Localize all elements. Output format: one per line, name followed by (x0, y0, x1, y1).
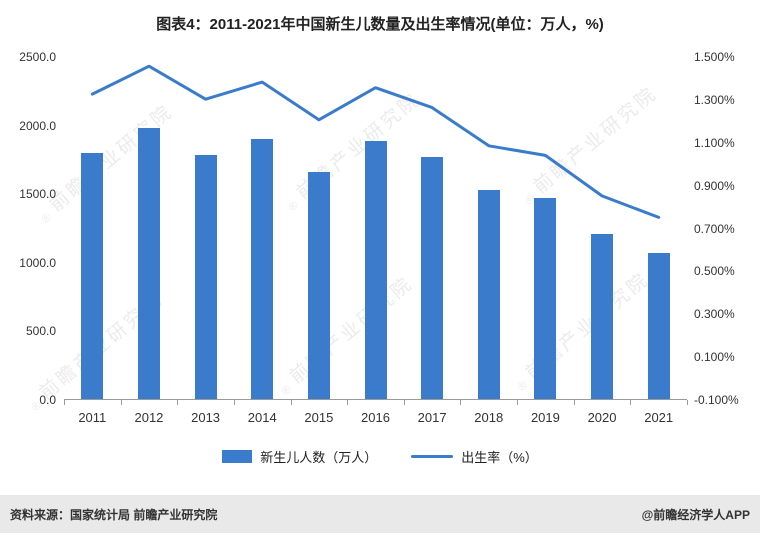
x-axis-label-2017: 2017 (417, 410, 447, 425)
x-axis-label-2018: 2018 (474, 410, 504, 425)
bar-2011 (81, 153, 104, 399)
bar-2017 (421, 156, 444, 399)
bar-2013 (194, 155, 217, 399)
x-axis-label-2013: 2013 (191, 410, 221, 425)
left-axis-tick-label: 1500.0 (19, 187, 56, 202)
left-axis-tick-label: 1000.0 (19, 255, 56, 270)
bar-2018 (477, 190, 500, 399)
x-axis-tick (290, 400, 292, 405)
left-axis-tick-label: 2000.0 (19, 118, 56, 133)
bar-2021 (647, 253, 670, 399)
x-axis-label-2019: 2019 (530, 410, 560, 425)
x-axis-tick (517, 400, 519, 405)
bar-2016 (364, 140, 387, 399)
right-axis-tick-label: 0.500% (694, 264, 735, 279)
x-axis-tick (630, 400, 632, 405)
legend-item-newborns: 新生儿人数（万人） (222, 447, 377, 466)
x-axis-tick (460, 400, 462, 405)
birth-rate-line (90, 64, 661, 219)
right-axis-tick-label: 0.100% (694, 350, 735, 365)
bar-2012 (137, 128, 160, 399)
legend: 新生儿人数（万人） 出生率（%） (0, 447, 760, 466)
right-axis-tick-label: 1.100% (694, 135, 735, 150)
line-legend-swatch-icon (411, 455, 454, 458)
x-axis-tick (347, 400, 349, 405)
x-axis-tick (120, 400, 122, 405)
x-axis-tick (687, 400, 688, 405)
plot-area (64, 57, 687, 400)
x-axis-label-2014: 2014 (247, 410, 277, 425)
bar-2015 (307, 171, 330, 399)
x-axis-tick (403, 400, 405, 405)
bar-legend-swatch-icon (222, 450, 253, 463)
left-axis-tick-label: 500.0 (25, 324, 56, 339)
x-axis-label-2016: 2016 (361, 410, 390, 425)
bar-2014 (251, 138, 274, 399)
legend-label-newborns: 新生儿人数（万人） (260, 450, 378, 465)
x-axis-tick (64, 400, 65, 405)
right-axis-tick-label: 0.900% (694, 178, 735, 193)
right-axis-tick-label: 1.500% (694, 50, 735, 64)
right-axis-tick-label: 0.700% (694, 221, 735, 236)
bar-2020 (591, 234, 614, 399)
registered-icon: ® (38, 207, 57, 227)
legend-item-birth-rate: 出生率（%） (411, 447, 538, 466)
x-axis-line (64, 399, 687, 400)
x-axis-label-2021: 2021 (644, 410, 674, 425)
chart-title: 图表4：2011-2021年中国新生儿数量及出生率情况(单位：万人，%) (156, 16, 604, 33)
source-text: 资料来源：国家统计局 前瞻产业研究院 (10, 507, 218, 522)
right-axis-tick-label: 0.300% (694, 307, 735, 322)
right-axis-tick-label: -0.100% (694, 393, 739, 407)
credit-text: @前瞻经济学人APP (641, 507, 750, 522)
bar-2019 (534, 198, 557, 399)
birth-rate-line-layer (90, 64, 661, 219)
x-axis-label-2012: 2012 (134, 410, 164, 425)
legend-label-birth-rate: 出生率（%） (461, 450, 538, 465)
x-axis-tick (573, 400, 575, 405)
x-axis-label-2015: 2015 (304, 410, 334, 425)
left-axis-tick-label: 2500.0 (19, 50, 56, 64)
left-axis-tick-label: 0.0 (39, 393, 56, 407)
x-axis-label-2011: 2011 (78, 410, 107, 425)
right-axis-tick-label: 1.300% (694, 92, 735, 107)
x-axis-tick (177, 400, 179, 405)
footer: 资料来源：国家统计局 前瞻产业研究院 @前瞻经济学人APP (0, 495, 760, 533)
x-axis-tick (233, 400, 235, 405)
x-axis-label-2020: 2020 (587, 410, 617, 425)
